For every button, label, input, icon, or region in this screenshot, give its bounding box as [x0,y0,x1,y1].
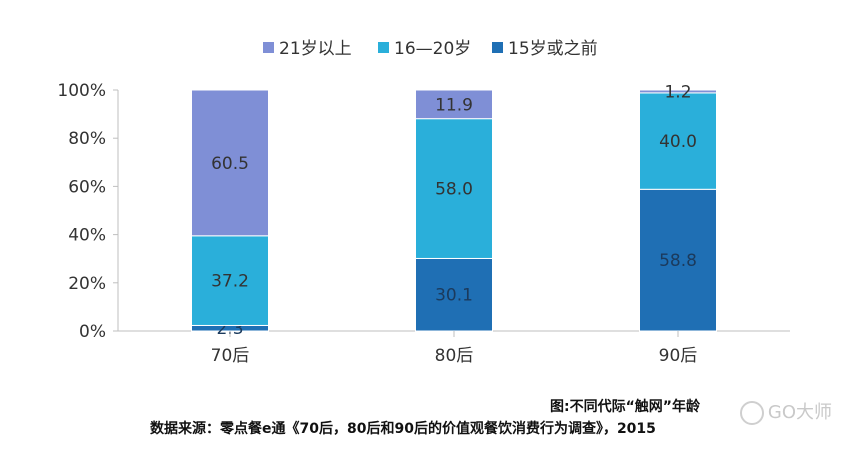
data-source-note: 数据来源：零点餐e通《70后，80后和90后的价值观餐饮消费行为调查》，2015 [150,421,656,437]
legend-swatch [263,42,274,53]
y-tick-label: 0% [79,322,106,342]
bar-segment [639,89,717,94]
data-label: 1.2 [664,82,691,102]
y-tick-label: 20% [68,274,106,294]
data-label: 60.5 [211,154,249,174]
data-label: 58.0 [435,180,473,200]
x-tick-label: 70后 [211,346,250,366]
watermark-text: GO大师 [767,402,832,423]
figure-caption: 图:不同代际“触网”年龄 [550,399,701,415]
bar-segment [191,89,269,237]
legend-swatch [492,42,503,53]
x-tick-label: 80后 [435,346,474,366]
bar-segment [639,92,717,190]
watermark: GO大师 [739,398,832,425]
data-label: 58.8 [659,251,697,271]
y-tick-label: 60% [68,177,106,197]
x-tick-label: 90后 [659,346,698,366]
data-label: 30.1 [435,286,473,306]
bar-segment [191,235,269,326]
data-label: 37.2 [211,272,249,292]
y-tick-label: 80% [68,129,106,149]
legend-label: 21岁以上 [279,39,352,59]
bar-segment [415,89,493,120]
legend-label: 15岁或之前 [508,39,598,59]
data-label: 40.0 [659,132,697,152]
data-label: 11.9 [435,95,473,115]
legend-swatch [378,42,389,53]
y-tick-label: 100% [57,81,106,101]
y-tick-label: 40% [68,226,106,246]
wechat-logo-icon [739,401,764,425]
legend-label: 16—20岁 [394,39,471,59]
bar-segment [415,257,493,332]
bar-segment [415,118,493,259]
